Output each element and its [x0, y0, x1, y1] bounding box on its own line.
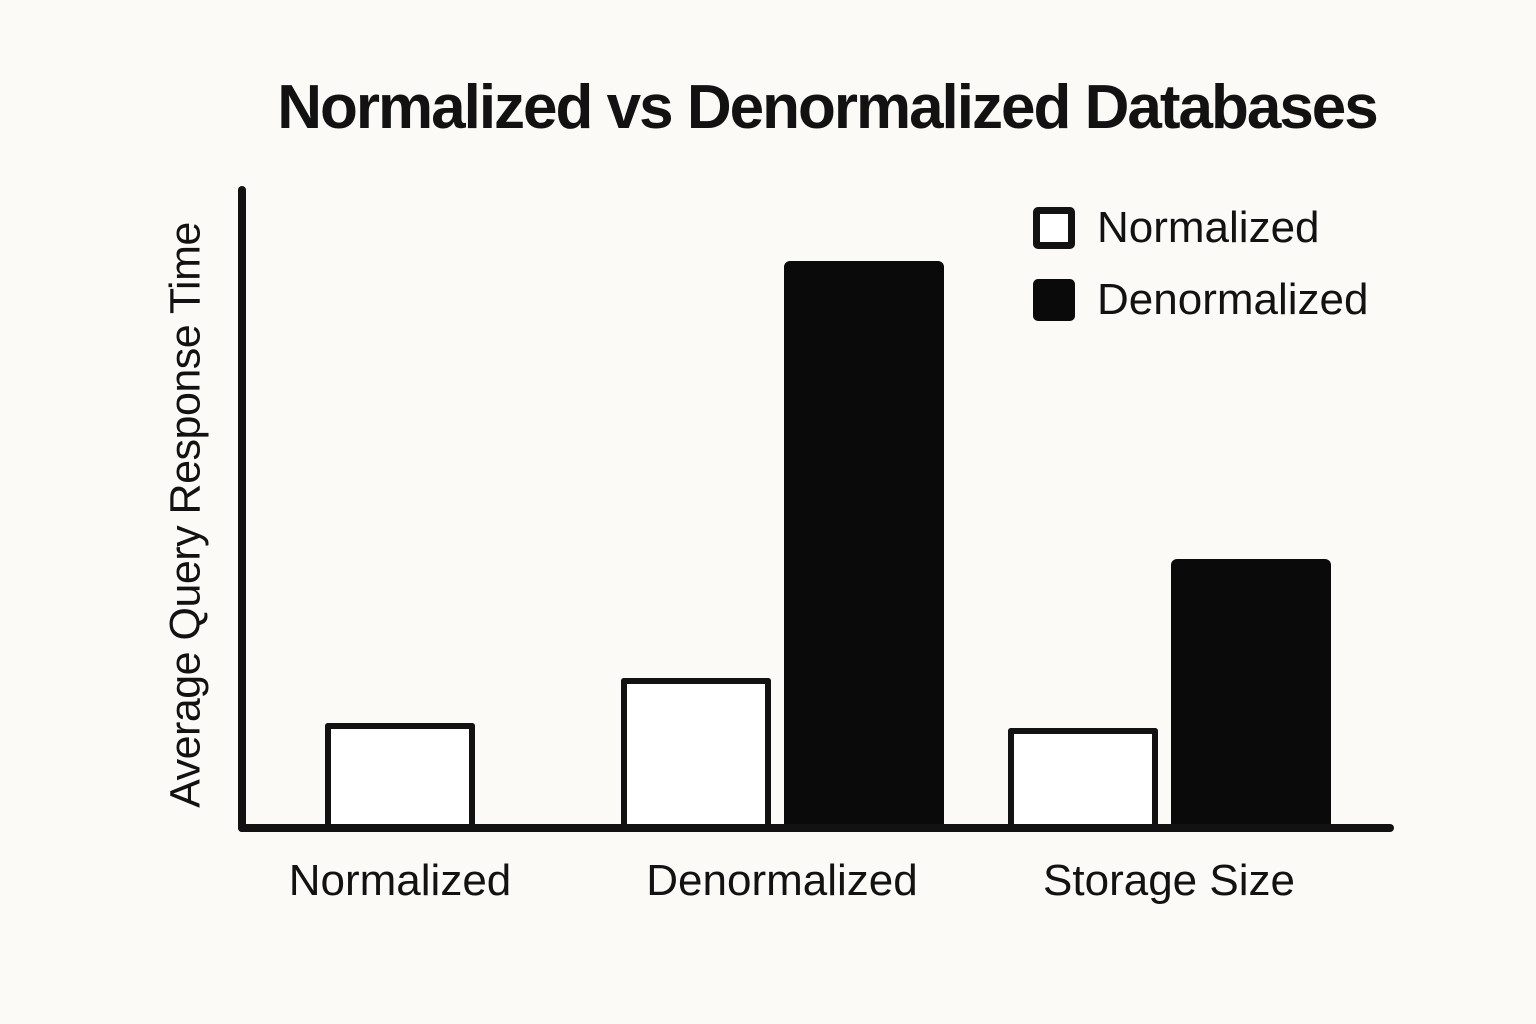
bar-normalized-normalized: [325, 723, 475, 824]
legend-swatch-white-icon: [1033, 207, 1075, 249]
legend: Normalized Denormalized: [1033, 203, 1368, 325]
chart-title: Normalized vs Denormalized Databases: [277, 73, 1379, 142]
legend-item-normalized: Normalized: [1033, 203, 1368, 253]
y-axis-label: Average Query Response Time: [161, 222, 210, 808]
category-label-denormalized: Denormalized: [646, 856, 918, 905]
bar-normalized-storage-size: [1008, 728, 1158, 824]
bar-denormalized-denormalized: [784, 261, 944, 824]
plot-area: [238, 186, 1394, 832]
y-axis-line: [238, 186, 246, 832]
category-label-normalized: Normalized: [288, 856, 512, 905]
legend-item-denormalized: Denormalized: [1033, 275, 1368, 325]
bar-denormalized-storage-size: [1171, 559, 1331, 824]
legend-label-normalized: Normalized: [1097, 203, 1320, 252]
legend-label-denormalized: Denormalized: [1097, 275, 1369, 324]
category-label-storage-size: Storage Size: [1043, 856, 1295, 905]
legend-swatch-black-icon: [1033, 279, 1075, 321]
bar-normalized-denormalized: [621, 678, 771, 824]
x-axis-line: [238, 824, 1394, 832]
